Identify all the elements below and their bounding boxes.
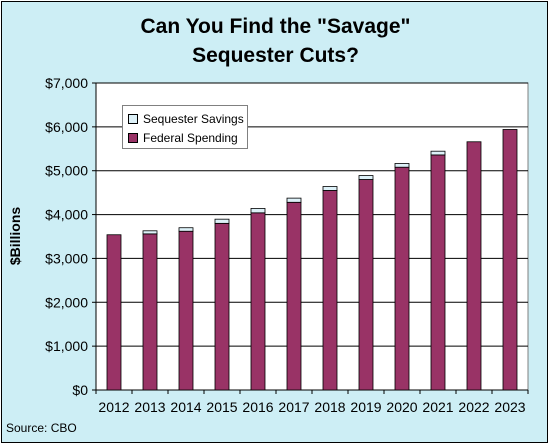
bar-federal-spending-2019 — [358, 179, 374, 391]
bar-sequester-savings-2014 — [178, 227, 194, 232]
chart-title-line-1: Can You Find the "Savage" — [140, 15, 411, 38]
bar-sequester-savings-2020 — [394, 163, 410, 168]
bar-sequester-savings-2018 — [322, 186, 338, 191]
y-tick-label: $7,000 — [45, 75, 88, 91]
y-tick-label: $5,000 — [45, 163, 88, 179]
x-tick-label: 2021 — [422, 399, 453, 415]
y-tick-label: $3,000 — [45, 250, 88, 266]
bar-federal-spending-2021 — [430, 154, 446, 391]
bar-federal-spending-2022 — [466, 141, 482, 391]
legend-label-federal-spending: Federal Spending — [143, 130, 238, 145]
y-axis-title: $Billions — [7, 207, 23, 266]
bar-federal-spending-2014 — [178, 230, 194, 391]
x-tick-label: 2017 — [278, 399, 309, 415]
x-tick-label: 2015 — [206, 399, 237, 415]
y-tick-label: $1,000 — [45, 338, 88, 354]
bar-sequester-savings-2021 — [430, 150, 446, 156]
legend-swatch-sequester-savings — [128, 113, 138, 124]
x-tick-label: 2016 — [242, 399, 273, 415]
bar-federal-spending-2016 — [250, 212, 266, 391]
x-tick-label: 2019 — [350, 399, 381, 415]
bar-sequester-savings-2019 — [358, 175, 374, 180]
legend-item-federal-spending: Federal Spending — [128, 128, 247, 147]
bar-federal-spending-2013 — [142, 233, 158, 391]
bar-federal-spending-2020 — [394, 166, 410, 391]
x-tick-label: 2022 — [458, 399, 489, 415]
x-tick-label: 2013 — [134, 399, 165, 415]
bar-federal-spending-2018 — [322, 190, 338, 391]
x-tick-label: 2018 — [314, 399, 345, 415]
bar-federal-spending-2015 — [214, 222, 230, 391]
x-tick-label: 2012 — [98, 399, 129, 415]
bar-federal-spending-2017 — [286, 201, 302, 391]
x-tick-label: 2020 — [386, 399, 417, 415]
bar-sequester-savings-2017 — [286, 197, 302, 203]
bar-federal-spending-2012 — [106, 234, 122, 391]
y-tick-label: $2,000 — [45, 294, 88, 310]
legend-item-sequester-savings: Sequester Savings — [128, 109, 247, 128]
bar-sequester-savings-2013 — [142, 230, 158, 235]
legend-swatch-federal-spending — [128, 132, 138, 143]
chart-legend: Sequester Savings Federal Spending — [122, 105, 248, 149]
chart-title: Can You Find the "Savage" Sequester Cuts… — [0, 12, 551, 70]
source-note: Source: CBO — [6, 421, 77, 435]
bar-sequester-savings-2016 — [250, 208, 266, 214]
chart-title-line-2: Sequester Cuts? — [192, 44, 359, 67]
bar-sequester-savings-2015 — [214, 218, 230, 224]
x-tick-label: 2014 — [170, 399, 201, 415]
legend-label-sequester-savings: Sequester Savings — [143, 111, 244, 126]
y-tick-label: $4,000 — [45, 207, 88, 223]
x-tick-label: 2023 — [494, 399, 525, 415]
bar-federal-spending-2023 — [502, 129, 518, 391]
y-tick-label: $6,000 — [45, 119, 88, 135]
y-tick-label: $0 — [72, 382, 88, 398]
